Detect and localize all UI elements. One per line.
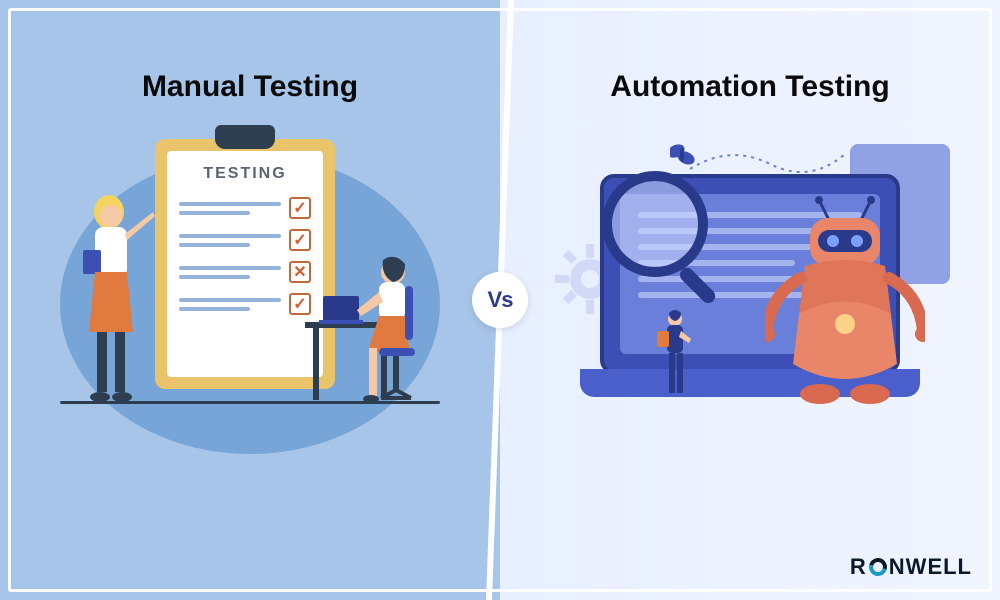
clipboard-heading: TESTING — [179, 165, 311, 183]
clipboard-clip — [215, 125, 275, 149]
check-icon: ✓ — [289, 197, 311, 219]
ground-line — [60, 401, 440, 404]
clipboard-paper: TESTING ✓ ✓ ✕ ✓ — [167, 151, 323, 377]
checklist-row: ✓ — [179, 293, 311, 315]
automation-illustration — [540, 134, 960, 454]
right-panel: Automation Testing — [500, 0, 1000, 600]
tiny-person-illustration — [655, 309, 695, 399]
magnifier-icon — [595, 169, 735, 309]
sitting-person-illustration — [305, 252, 435, 402]
checklist-row: ✓ — [179, 197, 311, 219]
left-panel: Manual Testing TESTING ✓ ✓ ✕ — [0, 0, 500, 600]
manual-illustration: TESTING ✓ ✓ ✕ ✓ — [40, 134, 460, 454]
check-icon: ✓ — [289, 229, 311, 251]
brand-o-icon — [866, 555, 891, 580]
robot-illustration — [765, 194, 925, 404]
checklist-row: ✕ — [179, 261, 311, 283]
standing-person-illustration — [75, 192, 155, 402]
vs-badge: Vs — [472, 272, 528, 328]
left-title: Manual Testing — [142, 70, 358, 104]
brand-text-prefix: R — [850, 554, 867, 580]
right-title: Automation Testing — [610, 70, 889, 104]
brand-text-suffix: NWELL — [889, 554, 972, 580]
checklist-row: ✓ — [179, 229, 311, 251]
vs-text: Vs — [488, 287, 513, 313]
brand-logo: R NWELL — [850, 554, 972, 580]
